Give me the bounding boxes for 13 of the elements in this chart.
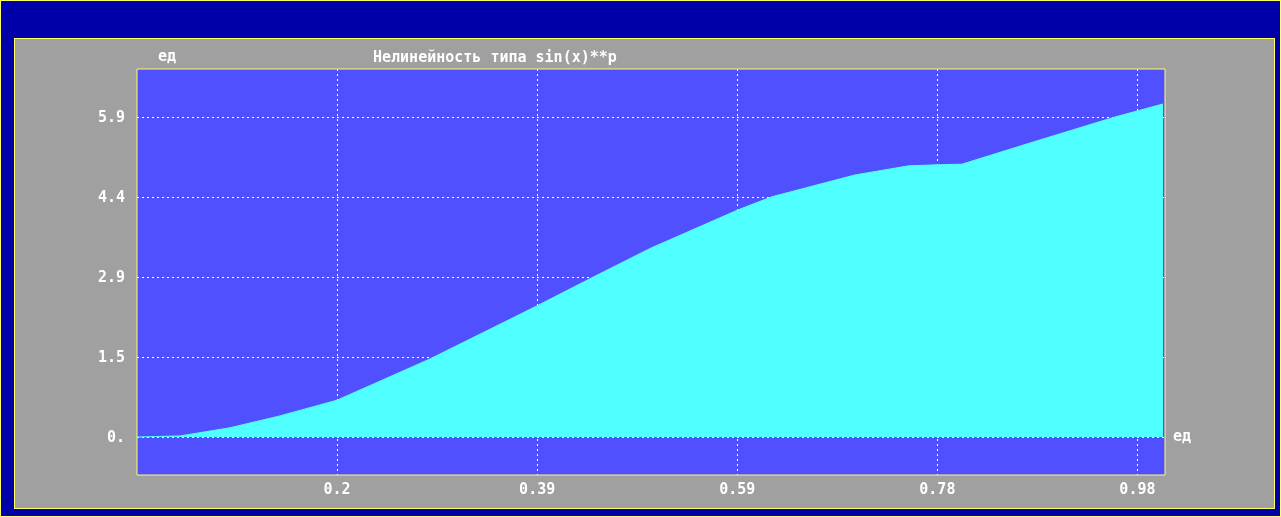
x-tick-label: 0.39 xyxy=(519,479,556,498)
y-axis-title: ед xyxy=(157,46,177,65)
x-tick-label: 0.59 xyxy=(719,479,756,498)
y-tick-label: 0. xyxy=(106,428,125,447)
x-tick-label: 0.2 xyxy=(323,479,351,498)
y-tick-label: 1.5 xyxy=(97,348,125,367)
x-axis-title: ед xyxy=(1173,426,1192,445)
x-tick-label: 0.98 xyxy=(1119,479,1156,498)
y-tick-label: 2.9 xyxy=(97,268,125,287)
x-tick-label: 0.78 xyxy=(919,479,956,498)
y-tick-label: 5.9 xyxy=(97,108,125,126)
y-tick-label: 4.4 xyxy=(97,188,125,207)
chart-title: Нелинейность типа sin(x)**p xyxy=(373,47,617,66)
